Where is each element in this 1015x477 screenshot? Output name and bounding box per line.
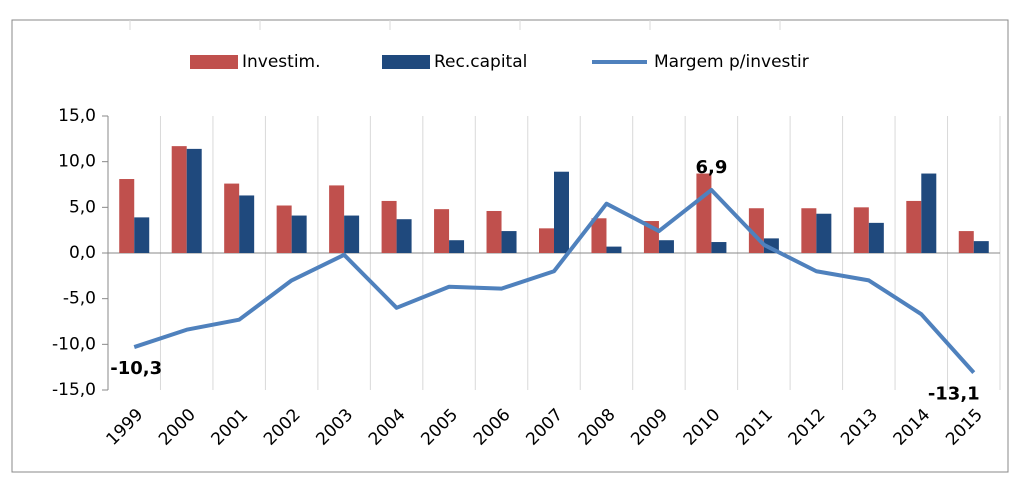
bar: [801, 208, 817, 253]
y-tick-label: 15,0: [58, 106, 96, 126]
bar: [921, 173, 937, 253]
bar: [711, 242, 727, 253]
bar: [434, 209, 450, 253]
bar: [501, 231, 517, 253]
y-tick-label: -10,0: [52, 334, 96, 354]
bar: [906, 200, 922, 253]
y-tick-label: -5,0: [63, 289, 96, 309]
bar: [816, 213, 832, 253]
bar: [224, 183, 240, 253]
bar: [276, 205, 292, 253]
data-label: 6,9: [695, 157, 727, 178]
bar: [291, 215, 307, 253]
bar: [606, 246, 622, 253]
bar: [344, 215, 360, 253]
bar: [329, 185, 345, 253]
bar: [696, 173, 712, 253]
bar: [486, 210, 502, 253]
bar: [171, 146, 187, 253]
bar: [853, 207, 869, 253]
y-tick-label: 10,0: [58, 152, 96, 172]
bar: [554, 171, 569, 253]
bar: [134, 217, 150, 253]
bar: [239, 195, 255, 253]
bar: [186, 148, 202, 253]
legend-label: Investim.: [242, 52, 321, 72]
bar: [119, 179, 135, 253]
bar: [958, 231, 974, 253]
bar: [973, 241, 989, 253]
y-tick-label: 0,0: [69, 243, 96, 263]
bar: [396, 219, 412, 253]
line: [133, 187, 976, 374]
bar: [591, 218, 607, 253]
legend-label: Rec.capital: [434, 52, 527, 72]
bar: [381, 200, 397, 253]
data-label: -13,1: [928, 384, 980, 405]
data-label: -10,3: [110, 358, 162, 379]
bar: [868, 222, 884, 253]
bar: [658, 240, 674, 253]
legend-swatch: [190, 55, 238, 69]
bar: [449, 240, 465, 253]
bar: [539, 228, 554, 253]
y-tick-label: 5,0: [69, 197, 96, 217]
legend-label: Margem p/investir: [654, 52, 809, 72]
y-tick-label: -15,0: [52, 380, 96, 400]
legend-swatch: [382, 55, 430, 69]
